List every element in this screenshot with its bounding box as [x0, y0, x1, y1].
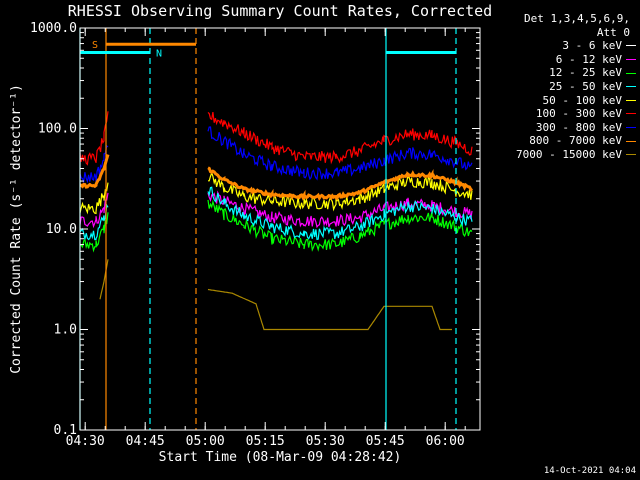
- chart-title: RHESSI Observing Summary Count Rates, Co…: [68, 2, 492, 20]
- series-line: [79, 203, 109, 241]
- legend-label: 25 - 50 keV: [549, 79, 622, 93]
- legend-swatch: [626, 99, 636, 101]
- y-tick-label: 1.0: [54, 323, 77, 338]
- legend-swatch: [626, 45, 636, 47]
- series-line: [207, 126, 473, 181]
- series-line: [207, 190, 473, 229]
- x-tick-label: 05:45: [366, 434, 405, 449]
- series-line: [79, 144, 109, 184]
- plot-frame: [79, 27, 481, 431]
- x-tick-label: 06:00: [426, 434, 465, 449]
- legend-entry: 25 - 50 keV: [486, 80, 636, 94]
- legend-entry: 6 - 12 keV: [486, 53, 636, 67]
- x-tick-label: 05:15: [246, 434, 285, 449]
- legend-swatch: [626, 140, 636, 142]
- series-line: [208, 170, 473, 212]
- series-line: [207, 208, 473, 268]
- series-line: [79, 111, 109, 166]
- flag-label: N: [156, 49, 162, 60]
- series-line: [207, 288, 452, 331]
- x-tick-label: 04:45: [126, 434, 165, 449]
- legend-swatch: [626, 86, 636, 88]
- x-tick-label: 04:30: [66, 434, 105, 449]
- legend-swatch: [626, 154, 636, 156]
- legend-label: 300 - 800 keV: [535, 120, 622, 134]
- legend-entry: 12 - 25 keV: [486, 66, 636, 80]
- y-axis-label: Corrected Count Rate (s⁻¹ detector⁻¹): [9, 84, 24, 374]
- legend-swatch: [626, 72, 636, 74]
- legend-entry: 300 - 800 keV: [486, 121, 636, 135]
- legend-entry: 800 - 7000 keV: [486, 134, 636, 148]
- y-tick-label: 0.1: [54, 423, 77, 438]
- x-tick-label: 05:30: [306, 434, 345, 449]
- series-line: [79, 182, 109, 215]
- legend-swatch: [626, 127, 636, 129]
- flag-label: S: [92, 40, 98, 51]
- legend-swatch: [626, 113, 636, 115]
- legend-label: 12 - 25 keV: [549, 66, 622, 80]
- y-tick-label: 100.0: [38, 122, 77, 137]
- legend-label: 6 - 12 keV: [555, 52, 622, 66]
- legend: Det 1,3,4,5,6,9, Att 0 3 - 6 keV 6 - 12 …: [486, 12, 636, 162]
- legend-header-line-1: Det 1,3,4,5,6,9,: [524, 12, 630, 25]
- legend-entry: 50 - 100 keV: [486, 94, 636, 108]
- legend-entry: 3 - 6 keV: [486, 39, 636, 53]
- legend-label: 50 - 100 keV: [542, 93, 622, 107]
- legend-label: 100 - 300 keV: [535, 107, 622, 121]
- series-line: [79, 240, 109, 264]
- series-line: [207, 166, 474, 202]
- series-line: [79, 212, 109, 253]
- legend-label: 7000 - 15000 keV: [516, 147, 622, 161]
- legend-header-line-2: Att 0: [596, 25, 630, 39]
- series-line: [79, 192, 109, 229]
- series-line: [207, 186, 473, 241]
- series-line: [99, 259, 109, 300]
- series-line: [207, 199, 473, 252]
- y-tick-label: 1000.0: [30, 21, 77, 36]
- legend-label: 800 - 7000 keV: [529, 134, 622, 148]
- generated-timestamp: 14-Oct-2021 04:04: [543, 466, 636, 476]
- legend-swatch: [626, 59, 636, 61]
- x-tick-label: 05:00: [186, 434, 225, 449]
- legend-entry: 7000 - 15000 keV: [486, 148, 636, 162]
- x-axis-label: Start Time (08-Mar-09 04:28:42): [159, 450, 402, 465]
- y-tick-label: 10.0: [46, 222, 77, 237]
- legend-label: 3 - 6 keV: [562, 39, 622, 53]
- series-line: [79, 154, 110, 189]
- series-line: [207, 111, 473, 165]
- legend-entry: 100 - 300 keV: [486, 107, 636, 121]
